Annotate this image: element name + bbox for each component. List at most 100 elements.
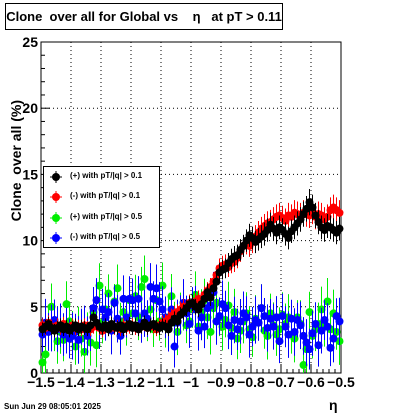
data-point xyxy=(323,322,332,331)
y-axis-label: Clone over all (%) xyxy=(8,100,24,222)
data-point xyxy=(119,294,128,303)
data-point xyxy=(305,345,314,354)
data-point xyxy=(164,325,173,334)
data-point xyxy=(200,294,209,303)
data-point xyxy=(92,296,101,305)
data-point xyxy=(155,297,164,306)
data-point xyxy=(278,312,287,321)
data-marks xyxy=(38,189,344,373)
legend-marker-black xyxy=(50,171,62,183)
data-point xyxy=(311,211,320,220)
data-point xyxy=(149,294,158,303)
data-point xyxy=(245,330,254,339)
x-tick-label: −0.5 xyxy=(327,374,355,390)
data-point xyxy=(95,281,104,290)
data-point xyxy=(257,304,266,313)
data-point xyxy=(296,321,305,330)
data-point xyxy=(197,313,206,322)
data-point xyxy=(38,358,47,367)
data-point xyxy=(62,300,71,309)
y-tick-label: 0 xyxy=(30,365,38,381)
data-point xyxy=(221,304,230,313)
data-point xyxy=(158,281,167,290)
data-point xyxy=(269,322,278,331)
data-point xyxy=(275,337,284,346)
legend-marker-red xyxy=(50,191,62,203)
data-point xyxy=(41,350,50,359)
data-point xyxy=(242,313,251,322)
data-point xyxy=(299,331,308,340)
data-point xyxy=(335,317,344,326)
series-0 xyxy=(38,189,344,338)
data-point xyxy=(140,274,149,283)
data-point xyxy=(86,321,95,330)
x-tick-label: −0.7 xyxy=(267,374,295,390)
chart-title: Clone over all for Global vs η at pT > 0… xyxy=(5,3,283,30)
legend-label: (-) with pT/|q| > 0.5 xyxy=(70,232,141,241)
data-point xyxy=(302,204,311,213)
legend-label: (+) with pT/|q| > 0.5 xyxy=(70,212,143,221)
legend-entry: (+) with pT/|q| > 0.1 xyxy=(44,167,159,187)
y-tick-label: 25 xyxy=(22,34,38,50)
x-tick-label: −1.2 xyxy=(117,374,145,390)
x-tick-label: −1.5 xyxy=(27,374,55,390)
y-tick-label: 20 xyxy=(22,100,38,116)
x-tick-label: −0.9 xyxy=(207,374,235,390)
x-tick-label: −0.8 xyxy=(237,374,265,390)
data-point xyxy=(314,341,323,350)
data-point xyxy=(266,314,275,323)
data-point xyxy=(311,320,320,329)
legend: (+) with pT/|q| > 0.1 (-) with pT/|q| > … xyxy=(43,166,160,248)
data-point xyxy=(236,317,245,326)
data-point xyxy=(74,335,83,344)
data-point xyxy=(128,296,137,305)
data-point xyxy=(308,203,317,212)
data-point xyxy=(122,313,131,322)
data-point xyxy=(272,313,281,322)
data-point xyxy=(305,308,314,317)
data-point xyxy=(335,208,344,217)
data-point xyxy=(323,297,332,306)
legend-label: (-) with pT/|q| > 0.1 xyxy=(70,191,141,200)
data-point xyxy=(263,323,272,332)
data-point xyxy=(206,293,215,302)
data-point xyxy=(200,322,209,331)
data-point xyxy=(185,320,194,329)
x-tick-label: −1 xyxy=(183,374,199,390)
data-point xyxy=(302,338,311,347)
data-point xyxy=(290,327,299,336)
data-point xyxy=(224,321,233,330)
legend-entry: (+) with pT/|q| > 0.5 xyxy=(44,208,159,228)
data-point xyxy=(158,305,167,314)
data-point xyxy=(212,277,221,286)
timestamp: Sun Jun 29 08:05:01 2025 xyxy=(4,402,101,411)
data-point xyxy=(113,284,122,293)
x-tick-label: −1.3 xyxy=(87,374,115,390)
data-point xyxy=(92,341,101,350)
data-point xyxy=(230,316,239,325)
axis-tick-labels: −1.5 −1.4 −1.3 −1.2 −1.1 −1 −0.9 −0.8 −0.7 −0.6 −0… xyxy=(22,34,355,390)
data-point xyxy=(131,309,140,318)
data-point xyxy=(299,361,308,370)
data-point xyxy=(113,314,122,323)
data-point xyxy=(98,305,107,314)
data-point xyxy=(233,325,242,334)
data-point xyxy=(329,334,338,343)
y-tick-label: 15 xyxy=(22,166,38,182)
data-point xyxy=(170,342,179,351)
data-point xyxy=(173,317,182,326)
data-point xyxy=(89,304,98,313)
data-point xyxy=(308,329,317,338)
data-point xyxy=(287,314,296,323)
legend-entry: (-) with pT/|q| > 0.1 xyxy=(44,187,159,207)
data-point xyxy=(146,282,155,291)
data-point xyxy=(317,326,326,335)
x-tick-label: −1.4 xyxy=(57,374,85,390)
x-tick-label: −0.6 xyxy=(297,374,325,390)
legend-label: (+) with pT/|q| > 0.1 xyxy=(70,171,143,180)
data-point xyxy=(215,312,224,321)
data-point xyxy=(335,224,344,233)
data-point xyxy=(137,282,146,291)
data-point xyxy=(227,331,236,340)
